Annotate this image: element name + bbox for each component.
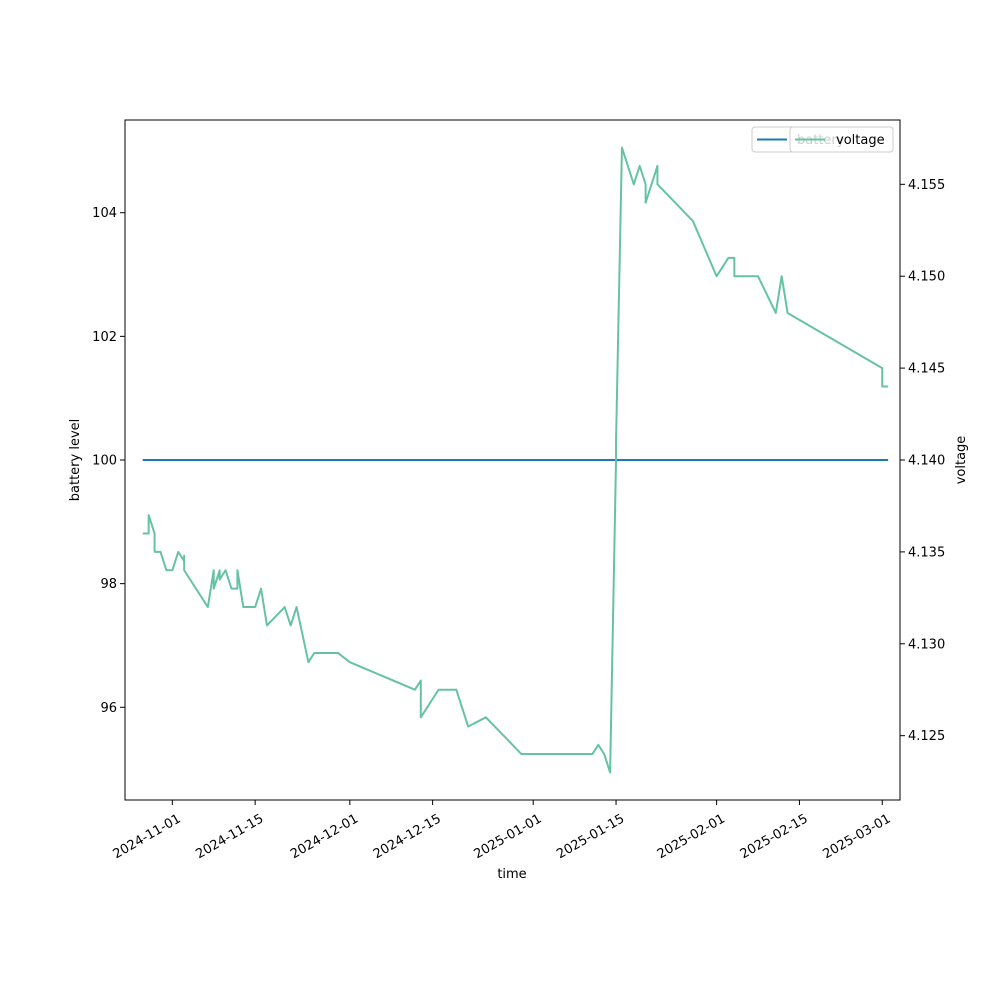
axes-frame <box>124 119 901 801</box>
right-y-tick-label: 4.150 <box>908 270 945 285</box>
legend-voltage-box <box>789 126 894 153</box>
left-y-tick-label: 104 <box>92 206 117 221</box>
legend-voltage: voltage <box>789 126 894 153</box>
right-y-tick-label: 4.140 <box>908 454 945 469</box>
right-y-tick-label: 4.155 <box>908 178 945 193</box>
left-y-tick-label: 96 <box>100 701 117 716</box>
right-y-tick-label: 4.135 <box>908 545 945 560</box>
right-y-tick-label: 4.125 <box>908 729 945 744</box>
right-y-tick-label: 4.145 <box>908 362 945 377</box>
plot-area <box>142 146 889 774</box>
series-line-voltage <box>142 146 889 774</box>
left-y-tick-label: 100 <box>92 454 117 469</box>
left-y-axis-label: battery level <box>68 419 83 502</box>
legend-voltage-label: voltage <box>836 133 885 148</box>
right-y-tick-label: 4.130 <box>908 637 945 652</box>
x-axis-label: time <box>497 867 526 882</box>
left-y-tick-label: 102 <box>92 330 117 345</box>
left-y-axis: 96 98 100 102 104 <box>92 206 125 716</box>
right-y-axis-label: voltage <box>954 436 969 485</box>
right-y-axis: 4.125 4.130 4.135 4.140 4.145 4.150 4.155 <box>900 178 945 744</box>
left-y-tick-label: 98 <box>100 577 117 592</box>
